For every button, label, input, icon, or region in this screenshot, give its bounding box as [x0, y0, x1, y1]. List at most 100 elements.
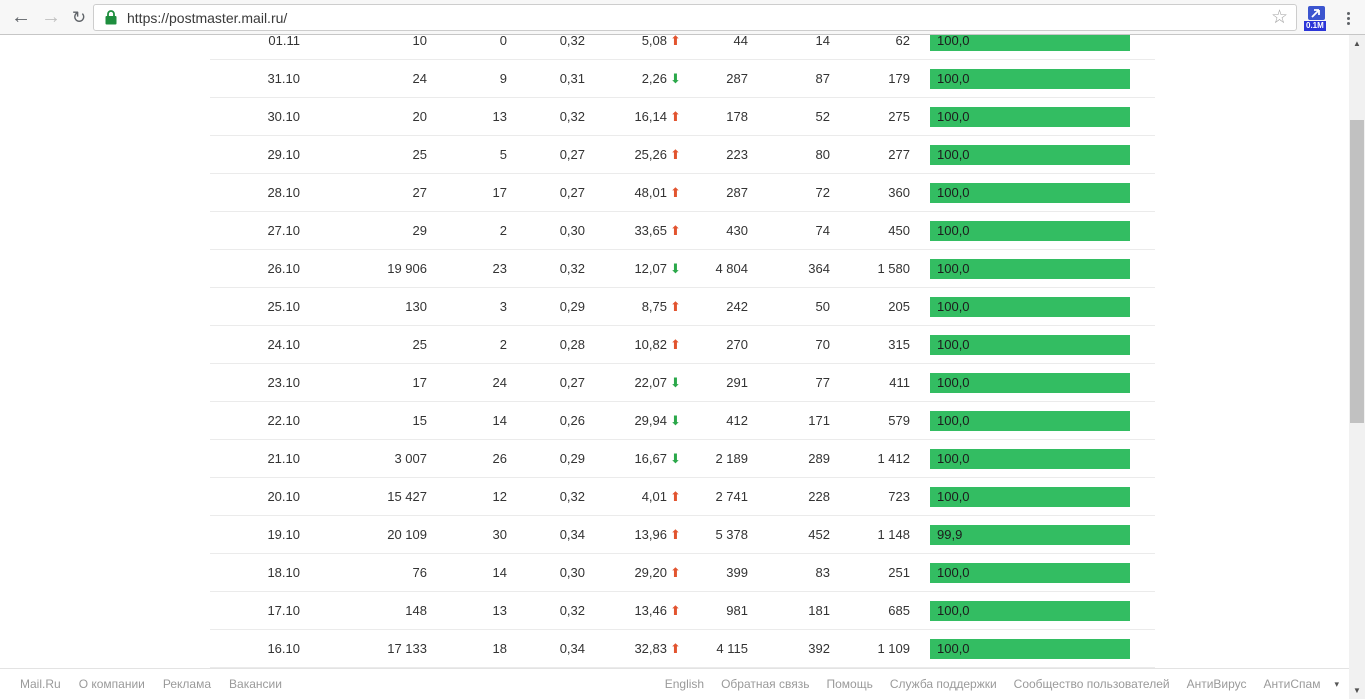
cell-value-7: 685	[888, 603, 910, 618]
cell-value-5: 291	[726, 375, 748, 390]
quality-value: 100,0	[937, 565, 970, 580]
table-row[interactable]: 22.10 15 14 0,26 29,94 ⬇ 412 171 579 100…	[210, 402, 1155, 440]
cell-delta: 48,01 ⬆	[585, 185, 685, 201]
cell-value-6: 70	[815, 337, 830, 352]
vertical-scrollbar[interactable]: ▲ ▼	[1349, 35, 1365, 699]
quality-value: 100,0	[937, 261, 970, 276]
extension-icon[interactable]: 0.1M	[1304, 4, 1328, 32]
footer-link-right-2[interactable]: Помощь	[826, 677, 873, 691]
table-row[interactable]: 21.10 3 007 26 0,29 16,67 ⬇ 2 189 289 1 …	[210, 440, 1155, 478]
footer-link-right-1[interactable]: Обратная связь	[721, 677, 810, 691]
cell-value-6: 392	[808, 641, 830, 656]
quality-bar: 99,9	[930, 524, 1130, 545]
cell-delta: 16,67 ⬇	[585, 451, 685, 467]
trend-arrow-icon: ⬆	[670, 336, 681, 352]
cell-quality: 100,0	[910, 448, 1130, 469]
table-row[interactable]: 27.10 29 2 0,30 33,65 ⬆ 430 74 450 100,0	[210, 212, 1155, 250]
back-button[interactable]: ←	[11, 6, 31, 28]
cell-value-7: 62	[895, 35, 910, 48]
cell-date: 28.10	[267, 185, 300, 200]
table-row[interactable]: 01.11 10 0 0,32 5,08 ⬆ 44 14 62 100,0	[210, 35, 1155, 60]
quality-bar: 100,0	[930, 410, 1130, 431]
https-lock-icon[interactable]	[105, 10, 117, 25]
table-row[interactable]: 31.10 24 9 0,31 2,26 ⬇ 287 87 179 100,0	[210, 60, 1155, 98]
cell-value-5: 2 189	[715, 451, 748, 466]
trend-arrow-icon: ⬆	[670, 526, 681, 542]
scrollbar-thumb[interactable]	[1350, 120, 1364, 423]
cell-quality: 100,0	[910, 35, 1130, 51]
cell-quality: 100,0	[910, 410, 1130, 431]
cell-value-1: 17 133	[387, 641, 427, 656]
footer-link-right-3[interactable]: Служба поддержки	[889, 677, 997, 691]
cell-value-3: 0,32	[559, 603, 585, 618]
footer-link-left-1[interactable]: О компании	[78, 677, 145, 691]
cell-value-3: 0,31	[559, 71, 585, 86]
cell-value-6: 452	[808, 527, 830, 542]
table-row[interactable]: 20.10 15 427 12 0,32 4,01 ⬆ 2 741 228 72…	[210, 478, 1155, 516]
cell-value-3: 0,30	[559, 565, 585, 580]
table-row[interactable]: 24.10 25 2 0,28 10,82 ⬆ 270 70 315 100,0	[210, 326, 1155, 364]
table-row[interactable]: 29.10 25 5 0,27 25,26 ⬆ 223 80 277 100,0	[210, 136, 1155, 174]
table-row[interactable]: 28.10 27 17 0,27 48,01 ⬆ 287 72 360 100,…	[210, 174, 1155, 212]
cell-value-7: 450	[888, 223, 910, 238]
chevron-down-icon[interactable]: ▾	[1334, 678, 1339, 689]
scroll-up-button[interactable]: ▲	[1353, 39, 1361, 48]
table-row[interactable]: 30.10 20 13 0,32 16,14 ⬆ 178 52 275 100,…	[210, 98, 1155, 136]
delta-value: 25,26	[634, 147, 667, 162]
footer-link-left-0[interactable]: Mail.Ru	[20, 677, 61, 691]
footer-link-left-3[interactable]: Вакансии	[229, 677, 282, 691]
trend-arrow-icon: ⬆	[670, 35, 681, 48]
scroll-down-button[interactable]: ▼	[1353, 686, 1361, 695]
browser-menu-button[interactable]	[1338, 7, 1358, 29]
cell-value-6: 52	[815, 109, 830, 124]
cell-value-7: 1 412	[877, 451, 910, 466]
bookmark-star-icon[interactable]: ☆	[1270, 7, 1288, 28]
cell-value-5: 44	[733, 35, 748, 48]
quality-bar: 100,0	[930, 638, 1130, 659]
trend-arrow-icon: ⬇	[670, 412, 681, 428]
trend-arrow-icon: ⬆	[670, 640, 681, 656]
cell-value-3: 0,27	[559, 147, 585, 162]
cell-value-7: 1 148	[877, 527, 910, 542]
cell-value-5: 399	[726, 565, 748, 580]
cell-quality: 100,0	[910, 258, 1130, 279]
table-row[interactable]: 25.10 130 3 0,29 8,75 ⬆ 242 50 205 100,0	[210, 288, 1155, 326]
table-row[interactable]: 26.10 19 906 23 0,32 12,07 ⬇ 4 804 364 1…	[210, 250, 1155, 288]
table-row[interactable]: 16.10 17 133 18 0,34 32,83 ⬆ 4 115 392 1…	[210, 630, 1155, 668]
cell-value-3: 0,30	[559, 223, 585, 238]
delta-value: 16,67	[634, 451, 667, 466]
cell-value-7: 579	[888, 413, 910, 428]
cell-value-5: 430	[726, 223, 748, 238]
table-row[interactable]: 17.10 148 13 0,32 13,46 ⬆ 981 181 685 10…	[210, 592, 1155, 630]
delta-value: 13,46	[634, 603, 667, 618]
cell-value-5: 223	[726, 147, 748, 162]
footer-link-right-0[interactable]: English	[664, 677, 705, 691]
cell-delta: 32,83 ⬆	[585, 641, 685, 657]
cell-quality: 99,9	[910, 524, 1130, 545]
cell-quality: 100,0	[910, 182, 1130, 203]
footer-link-right-6[interactable]: АнтиСпам	[1263, 677, 1321, 691]
trend-arrow-icon: ⬆	[670, 108, 681, 124]
table-row[interactable]: 18.10 76 14 0,30 29,20 ⬆ 399 83 251 100,…	[210, 554, 1155, 592]
footer-link-right-5[interactable]: АнтиВирус	[1186, 677, 1247, 691]
delta-value: 10,82	[634, 337, 667, 352]
cell-value-1: 20 109	[387, 527, 427, 542]
cell-value-2: 26	[492, 451, 507, 466]
url-text[interactable]: https://postmaster.mail.ru/	[127, 9, 288, 26]
cell-value-2: 2	[499, 337, 507, 352]
footer-link-left-2[interactable]: Реклама	[162, 677, 212, 691]
address-bar[interactable]: https://postmaster.mail.ru/ ☆	[93, 4, 1297, 31]
quality-bar: 100,0	[930, 296, 1130, 317]
table-row[interactable]: 19.10 20 109 30 0,34 13,96 ⬆ 5 378 452 1…	[210, 516, 1155, 554]
cell-value-5: 287	[726, 71, 748, 86]
cell-value-2: 14	[492, 413, 507, 428]
cell-value-1: 17	[412, 375, 427, 390]
reload-button[interactable]: ↻	[71, 7, 87, 27]
cell-value-5: 5 378	[715, 527, 748, 542]
trend-arrow-icon: ⬆	[670, 564, 681, 580]
footer-link-right-4[interactable]: Сообщество пользователей	[1013, 677, 1170, 691]
cell-date: 31.10	[267, 71, 300, 86]
cell-delta: 29,94 ⬇	[585, 413, 685, 429]
quality-value: 100,0	[937, 413, 970, 428]
table-row[interactable]: 23.10 17 24 0,27 22,07 ⬇ 291 77 411 100,…	[210, 364, 1155, 402]
